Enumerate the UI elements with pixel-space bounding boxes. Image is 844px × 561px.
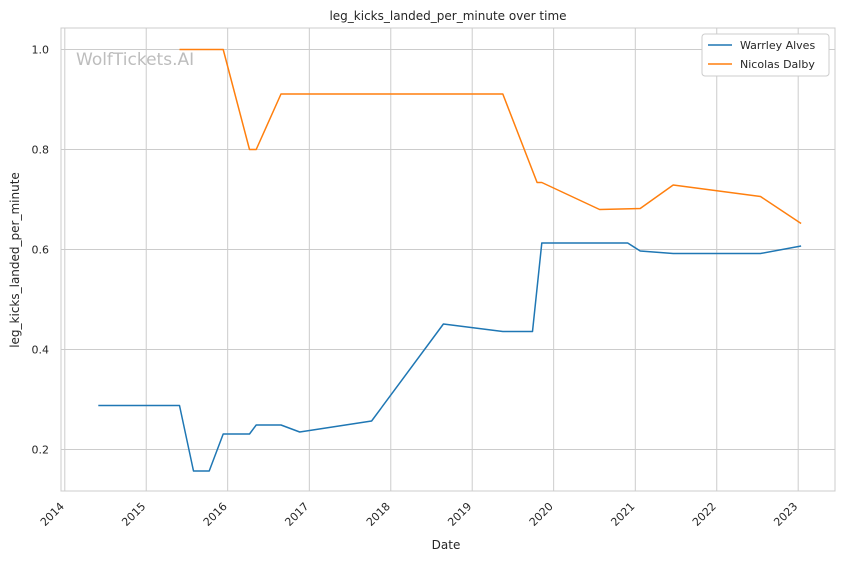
legend-box — [701, 33, 830, 77]
chart-title: leg_kicks_landed_per_minute over time — [329, 9, 566, 23]
x-axis-title: Date — [432, 538, 461, 552]
y-tick-label: 0.2 — [32, 444, 50, 457]
legend-label-warrley-alves: Warrley Alves — [740, 39, 815, 52]
series-line-warrley-alves — [98, 242, 802, 472]
x-tick-label: 2017 — [282, 500, 311, 529]
y-tick-label: 0.4 — [32, 344, 50, 357]
plot-area — [60, 27, 836, 492]
x-tick-label: 2015 — [119, 500, 148, 529]
x-tick-label: 2014 — [38, 500, 67, 529]
y-axis-title: leg_kicks_landed_per_minute — [8, 172, 22, 348]
legend: Warrley Alves Nicolas Dalby — [701, 33, 830, 77]
x-tick-labels: 2014 2015 2016 2017 2018 2019 2020 2021 2022 2023 — [38, 500, 800, 529]
x-tick-label: 2018 — [364, 500, 393, 529]
x-tick-label: 2021 — [608, 500, 637, 529]
x-tick-label: 2023 — [771, 500, 800, 529]
y-tick-label: 0.6 — [32, 244, 50, 257]
watermark: WolfTickets.AI — [76, 50, 194, 70]
y-tick-label: 1.0 — [32, 44, 50, 57]
x-tick-label: 2016 — [201, 500, 230, 529]
series-line-nicolas-dalby — [179, 48, 802, 225]
y-tick-labels: 0.2 0.4 0.6 0.8 1.0 — [32, 44, 50, 457]
legend-label-nicolas-dalby: Nicolas Dalby — [740, 58, 815, 71]
grid-lines — [61, 28, 835, 491]
x-tick-label: 2019 — [445, 500, 474, 529]
x-tick-label: 2020 — [527, 500, 556, 529]
x-tick-label: 2022 — [690, 500, 719, 529]
series-group — [98, 48, 802, 472]
y-tick-label: 0.8 — [32, 144, 50, 157]
watermark-group: WolfTickets.AI — [76, 50, 194, 70]
